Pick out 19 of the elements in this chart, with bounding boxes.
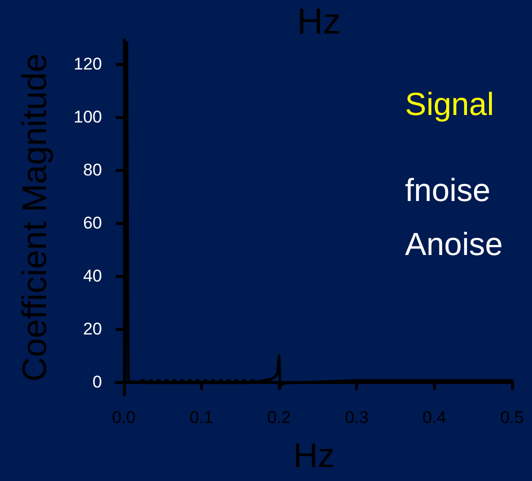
x-tick-label: 0.3 — [344, 408, 369, 427]
y-tick-label: 120 — [74, 54, 102, 74]
x-tick-label: 0.5 — [500, 408, 524, 427]
y-tick-label: 0 — [92, 372, 102, 392]
annotation: Signal — [405, 86, 494, 122]
y-tick-label: 40 — [83, 266, 102, 286]
y-axis-title: Coefficient Magnitude — [16, 53, 54, 382]
x-tick-label: 0.4 — [422, 408, 446, 427]
chart-title: Hz — [297, 0, 341, 42]
annotation: Anoise — [405, 226, 503, 262]
y-tick-label: 60 — [83, 213, 102, 232]
y-tick-label: 80 — [83, 160, 102, 180]
annotation: fnoise — [405, 172, 490, 208]
x-tick-label: 0.0 — [112, 408, 136, 427]
x-tick-label: 0.1 — [190, 408, 214, 427]
x-tick-label: 0.2 — [267, 408, 291, 427]
y-tick-label: 100 — [74, 107, 102, 126]
x-axis-title: Hz — [293, 437, 335, 475]
y-tick-label: 20 — [83, 319, 102, 338]
